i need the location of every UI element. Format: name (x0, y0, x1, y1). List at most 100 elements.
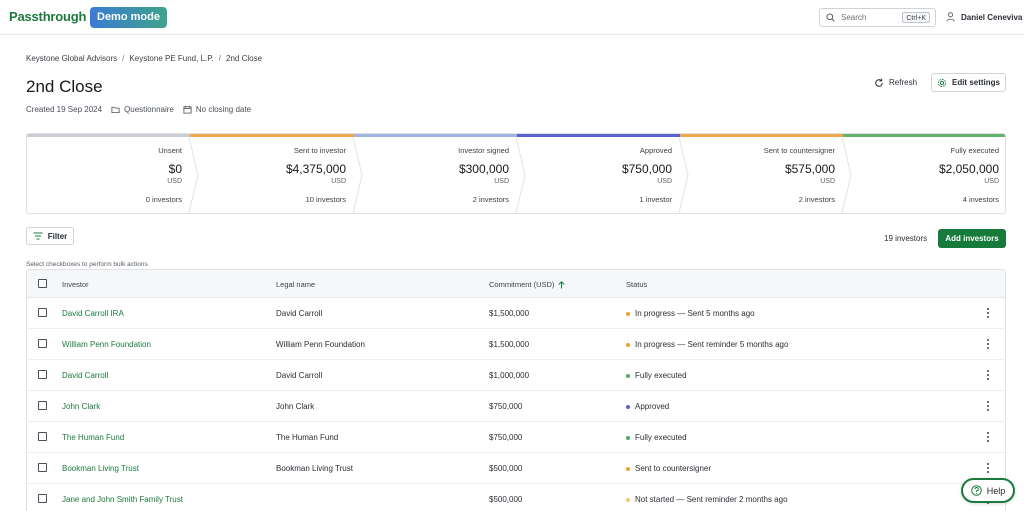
search-input[interactable]: Search Ctrl+K (819, 8, 936, 27)
stage-color-bar (354, 134, 517, 137)
stage-label: Investor signed (458, 146, 509, 155)
stage-card[interactable]: Fully executed $2,050,000 USD 4 investors (843, 134, 1005, 213)
table-row[interactable]: David Carroll David Carroll $1,000,000 Full… (27, 360, 1005, 391)
commitment-amount: $750,000 (489, 433, 523, 442)
more-options-icon[interactable] (985, 338, 991, 350)
refresh-button[interactable]: Refresh (874, 75, 917, 90)
questionnaire-label: Questionnaire (124, 105, 174, 114)
filter-button[interactable]: Filter (26, 227, 74, 245)
row-checkbox[interactable] (38, 432, 47, 441)
closing-date-label: No closing date (195, 105, 252, 114)
stage-color-bar (843, 134, 1005, 137)
table-row[interactable]: John Clark John Clark $750,000 Approved (27, 391, 1005, 422)
bulk-actions-hint: Select checkboxes to perform bulk action… (26, 261, 148, 268)
investor-name-link[interactable]: David Carroll (62, 371, 109, 380)
row-checkbox[interactable] (38, 401, 47, 410)
edit-settings-button[interactable]: Edit settings (931, 73, 1006, 92)
stage-investor-count: 0 investors (145, 195, 182, 204)
stage-investor-count: 2 investors (798, 195, 835, 204)
table-row[interactable]: David Carroll IRA David Carroll $1,500,000… (27, 298, 1005, 329)
select-all-checkbox[interactable] (38, 279, 47, 288)
help-button[interactable]: Help (961, 478, 1015, 503)
folder-icon (111, 106, 120, 114)
more-options-icon[interactable] (985, 462, 991, 474)
status-cell: In progress — Sent reminder 5 months ago (626, 340, 788, 349)
legal-name: David Carroll (276, 309, 323, 318)
stage-label: Fully executed (950, 146, 999, 155)
status-text: Approved (635, 402, 670, 411)
legal-name: Bookman Living Trust (276, 464, 353, 473)
stage-amount: $2,050,000 (938, 162, 999, 176)
stage-color-bar (27, 134, 190, 137)
breadcrumb-item[interactable]: Keystone PE Fund, L.P. (129, 54, 214, 63)
column-header-legal-name[interactable]: Legal name (276, 280, 316, 289)
investor-name-link[interactable]: William Penn Foundation (62, 340, 151, 349)
add-investors-button[interactable]: Add investors (938, 229, 1006, 248)
stage-card[interactable]: Sent to investor $4,375,000 USD 10 investor… (190, 134, 354, 213)
breadcrumb-separator: / (218, 54, 221, 63)
stage-currency: USD (984, 178, 999, 185)
stage-color-bar (190, 134, 354, 137)
questionnaire-link[interactable]: Questionnaire (111, 105, 174, 114)
legal-name: William Penn Foundation (276, 340, 365, 349)
status-dot (626, 404, 630, 409)
stage-divider (678, 137, 689, 213)
app-logo[interactable]: Passthrough (9, 9, 87, 24)
table-row[interactable]: Bookman Living Trust Bookman Living Trust… (27, 453, 1005, 484)
stage-currency: USD (820, 178, 835, 185)
status-text: Fully executed (635, 371, 687, 380)
commitment-amount: $500,000 (489, 495, 523, 504)
status-text: In progress — Sent reminder 5 months ago (635, 340, 789, 349)
stage-label: Sent to countersigner (763, 146, 835, 155)
table-row[interactable]: William Penn Foundation William Penn Foun… (27, 329, 1005, 360)
row-checkbox[interactable] (38, 463, 47, 472)
status-cell: Fully executed (626, 371, 687, 380)
investor-count: 19 investors (884, 234, 928, 243)
status-dot (626, 311, 630, 316)
more-options-icon[interactable] (985, 369, 991, 381)
stage-card[interactable]: Sent to countersigner $575,000 USD 2 invest… (680, 134, 843, 213)
status-text: Sent to countersigner (635, 464, 712, 473)
page-title: 2nd Close (26, 77, 103, 96)
stage-amount: $300,000 (458, 162, 509, 176)
demo-mode-badge: Demo mode (90, 7, 167, 28)
stage-card[interactable]: Approved $750,000 USD 1 investor (517, 134, 680, 213)
row-checkbox[interactable] (38, 494, 47, 503)
row-checkbox[interactable] (38, 308, 47, 317)
calendar-icon (183, 105, 192, 114)
commitment-amount: $1,500,000 (489, 340, 530, 349)
investor-name-link[interactable]: John Clark (62, 402, 101, 411)
column-header-investor[interactable]: Investor (62, 280, 89, 289)
investor-name-link[interactable]: The Human Fund (62, 433, 125, 442)
status-cell: Not started — Sent reminder 2 months ago (626, 495, 788, 504)
investor-name-link[interactable]: David Carroll IRA (62, 309, 124, 318)
stage-investor-count: 2 investors (472, 195, 509, 204)
column-header-commitment[interactable]: Commitment (USD) (489, 280, 565, 289)
commitment-amount: $500,000 (489, 464, 523, 473)
closing-date: No closing date (183, 105, 251, 114)
filter-label: Filter (47, 231, 68, 241)
stage-color-bar (517, 134, 680, 137)
investor-name-link[interactable]: Jane and John Smith Family Trust (62, 495, 183, 504)
row-checkbox[interactable] (38, 339, 47, 348)
investors-table: Investor Legal name Commitment (USD) Sta… (26, 269, 1006, 511)
more-options-icon[interactable] (985, 431, 991, 443)
status-dot (626, 497, 630, 502)
status-dot (626, 466, 630, 471)
more-options-icon[interactable] (985, 307, 991, 319)
stage-card[interactable]: Investor signed $300,000 USD 2 investors (354, 134, 517, 213)
top-bar: Passthrough Demo mode Search Ctrl+K Dani… (0, 0, 1024, 35)
stage-card[interactable]: Unsent $0 USD 0 investors (27, 134, 190, 213)
breadcrumb-item[interactable]: Keystone Global Advisors (26, 54, 118, 63)
more-options-icon[interactable] (985, 400, 991, 412)
column-header-status[interactable]: Status (626, 280, 648, 289)
status-cell: In progress — Sent 5 months ago (626, 309, 755, 318)
close-meta: Created 19 Sep 2024 Questionnaire No clo… (26, 105, 260, 114)
table-row[interactable]: Jane and John Smith Family Trust $500,000… (27, 484, 1005, 511)
table-row[interactable]: The Human Fund The Human Fund $750,000 Full… (27, 422, 1005, 453)
search-placeholder: Search (841, 13, 867, 22)
investor-name-link[interactable]: Bookman Living Trust (62, 464, 139, 473)
row-checkbox[interactable] (38, 370, 47, 379)
refresh-icon (875, 78, 883, 87)
search-shortcut: Ctrl+K (902, 12, 930, 23)
